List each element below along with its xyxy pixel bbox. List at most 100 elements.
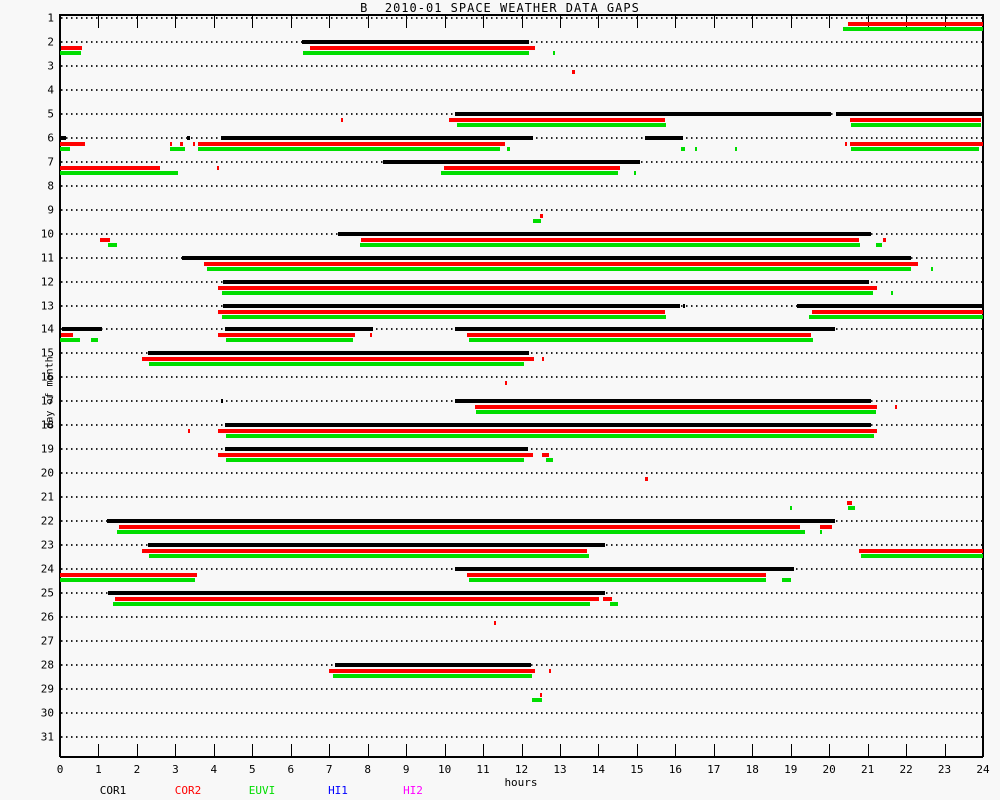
gap-bar-cor2-day12 bbox=[218, 285, 878, 290]
y-tick-label: 11 bbox=[40, 251, 54, 265]
legend-item-hi1: HI1 bbox=[328, 784, 348, 797]
x-tick-top bbox=[136, 16, 138, 28]
x-tick-label: 6 bbox=[287, 763, 295, 776]
gap-bar-euvi-day6 bbox=[507, 146, 510, 151]
y-tick-label: 10 bbox=[40, 227, 54, 241]
gap-bar-cor2-day6 bbox=[850, 141, 983, 146]
gap-bar-euvi-day7 bbox=[634, 170, 637, 175]
x-tick-label: 12 bbox=[514, 763, 529, 776]
gap-bar-euvi-day15 bbox=[149, 362, 524, 367]
y-tick-label: 19 bbox=[40, 442, 54, 456]
gap-bar-cor1-day25 bbox=[107, 591, 605, 596]
y-tick-label: 2 bbox=[47, 35, 54, 49]
x-tick-bottom bbox=[252, 744, 254, 756]
x-tick-bottom bbox=[60, 744, 61, 756]
y-tick-label: 28 bbox=[40, 658, 54, 672]
gap-bar-euvi-day2 bbox=[553, 50, 556, 55]
gap-bar-cor2-day6 bbox=[844, 141, 847, 146]
gap-bar-cor2-day23 bbox=[858, 549, 983, 554]
gap-bar-euvi-day14 bbox=[226, 338, 354, 343]
x-tick-bottom bbox=[829, 744, 831, 756]
gap-bar-cor2-day18 bbox=[187, 429, 190, 434]
gap-bar-euvi-day24 bbox=[782, 578, 791, 583]
x-tick-top bbox=[752, 16, 754, 28]
gap-bar-euvi-day2 bbox=[60, 50, 82, 55]
x-tick-label: 21 bbox=[861, 763, 875, 776]
x-tick-label: 16 bbox=[668, 763, 682, 776]
gap-bar-euvi-day21 bbox=[848, 506, 856, 511]
gap-bar-euvi-day14 bbox=[468, 338, 813, 343]
gap-bar-cor1-day2 bbox=[301, 39, 529, 44]
x-tick-label: 24 bbox=[976, 763, 990, 776]
y-tick-label: 18 bbox=[40, 418, 54, 432]
x-tick-label: 3 bbox=[172, 763, 179, 776]
y-tick-label: 1 bbox=[47, 11, 54, 25]
x-tick-bottom bbox=[329, 744, 331, 756]
gap-bar-cor2-day14 bbox=[466, 333, 812, 338]
chart-title: B 2010-01 SPACE WEATHER DATA GAPS bbox=[360, 1, 640, 15]
day-gridline bbox=[61, 639, 982, 642]
y-tick-label: 14 bbox=[40, 322, 54, 336]
day-gridline bbox=[61, 496, 982, 499]
x-tick-top bbox=[559, 16, 561, 28]
y-tick-label: 15 bbox=[40, 346, 54, 360]
day-gridline bbox=[61, 616, 982, 618]
y-tick-label: 6 bbox=[47, 131, 54, 145]
x-tick-label: 22 bbox=[899, 763, 913, 776]
gap-bar-cor2-day10 bbox=[883, 237, 887, 242]
gap-bar-cor2-day19 bbox=[217, 453, 534, 458]
x-tick-bottom bbox=[98, 744, 100, 756]
y-tick-label: 30 bbox=[40, 706, 54, 720]
x-tick-bottom bbox=[636, 744, 638, 756]
legend-item-cor1: COR1 bbox=[99, 784, 127, 797]
x-tick-top bbox=[367, 16, 369, 28]
gap-bar-cor2-day17 bbox=[474, 405, 878, 410]
x-tick-bottom bbox=[406, 744, 408, 756]
x-tick-label: 18 bbox=[745, 763, 759, 776]
x-tick-label: 9 bbox=[402, 763, 410, 776]
x-tick-top bbox=[483, 16, 485, 28]
gap-bar-cor2-day15 bbox=[541, 357, 545, 362]
y-axis-label: day of month bbox=[44, 356, 56, 429]
gap-bar-cor1-day5 bbox=[455, 111, 831, 116]
day-gridline bbox=[61, 184, 982, 187]
gap-bar-cor2-day22 bbox=[119, 525, 801, 530]
x-tick-bottom bbox=[213, 744, 215, 756]
gap-bar-euvi-day6 bbox=[681, 146, 686, 151]
gap-bar-euvi-day6 bbox=[694, 146, 697, 151]
y-tick-label: 16 bbox=[40, 370, 54, 384]
gap-bar-cor1-day22 bbox=[106, 519, 835, 524]
x-tick-label: 17 bbox=[707, 763, 721, 776]
y-tick-label: 4 bbox=[47, 83, 54, 97]
gap-bar-euvi-day6 bbox=[851, 146, 980, 151]
gap-bar-cor1-day6 bbox=[60, 135, 66, 140]
gap-bar-cor2-day15 bbox=[142, 357, 535, 362]
gap-bar-euvi-day1 bbox=[842, 27, 983, 31]
gap-bar-cor1-day5 bbox=[836, 111, 983, 116]
gap-bar-euvi-day14 bbox=[91, 338, 99, 343]
x-tick-label: 10 bbox=[437, 763, 452, 776]
gap-bar-euvi-day11 bbox=[206, 266, 912, 271]
x-tick-bottom bbox=[175, 744, 177, 756]
day-gridline bbox=[61, 711, 982, 714]
gap-bar-cor2-day11 bbox=[204, 261, 919, 266]
x-tick-label: 15 bbox=[630, 763, 644, 776]
gap-bar-euvi-day23 bbox=[149, 554, 589, 559]
gap-bar-cor2-day2 bbox=[309, 45, 535, 50]
gap-bar-euvi-day19 bbox=[546, 458, 554, 463]
y-tick-label: 31 bbox=[40, 730, 54, 744]
gap-bar-cor2-day24 bbox=[466, 573, 766, 578]
y-tick-label: 12 bbox=[40, 275, 54, 289]
gap-bar-cor1-day24 bbox=[455, 567, 794, 572]
day-gridline bbox=[61, 472, 982, 475]
x-tick-top bbox=[60, 16, 61, 28]
gap-bar-cor1-day28 bbox=[335, 662, 532, 667]
gap-bar-cor1-day7 bbox=[383, 159, 641, 164]
x-tick-bottom bbox=[136, 744, 138, 756]
gap-bar-euvi-day19 bbox=[226, 458, 524, 463]
x-tick-bottom bbox=[367, 744, 369, 756]
x-tick-bottom bbox=[790, 744, 792, 756]
gap-bar-cor2-day28 bbox=[329, 668, 536, 673]
gap-bar-euvi-day6 bbox=[60, 146, 70, 151]
